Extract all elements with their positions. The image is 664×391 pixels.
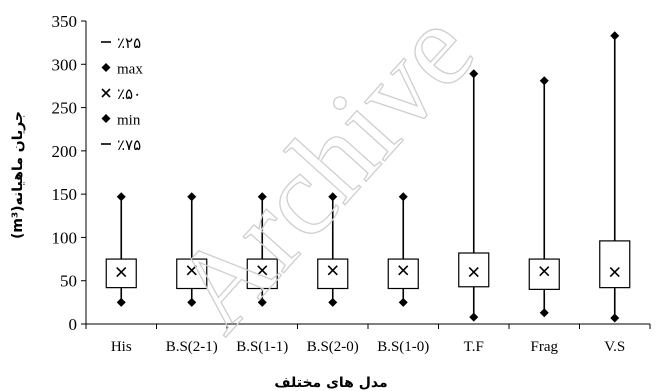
x-category-label: V.S [604, 339, 625, 355]
box-1 [176, 192, 208, 307]
legend-label: min [117, 113, 141, 129]
min-point [328, 297, 338, 307]
box-marks [105, 31, 631, 323]
legend-label: max [117, 62, 143, 78]
y-tick-label: 250 [52, 99, 78, 118]
y-tick-label: 0 [69, 315, 78, 334]
max-point [328, 192, 338, 202]
legend-label: ٪۷۵ [117, 138, 141, 154]
median-marker-stroke-b [539, 266, 550, 277]
x-category-label: B.S(1-1) [236, 339, 288, 355]
median-marker-stroke-b [468, 266, 479, 278]
legend-label: ٪۲۵ [117, 36, 141, 52]
iqr-box [105, 258, 137, 289]
box-0 [105, 192, 137, 307]
median-marker-stroke-b [186, 265, 197, 276]
x-category-label: B.S(2-1) [166, 339, 218, 355]
min-point [539, 308, 549, 318]
legend-diamond-marker [101, 63, 111, 72]
median-marker [539, 266, 550, 277]
x-tick-labels: His B.S(2-1) B.S(1-1) B.S(2-0) B.S(1-0) T.F Fr… [85, 324, 651, 355]
y-tick-labels: 0 50 100 150 200 250 300 350 [52, 12, 86, 334]
legend-item-3: min [101, 113, 141, 129]
y-tick-label: 150 [52, 185, 78, 204]
legend-item-0: ٪۲۵ [101, 36, 141, 52]
legend-item-2: ٪۵۰ [101, 87, 141, 103]
x-axis-title: مدل های مختلف [274, 375, 387, 391]
max-point [539, 76, 549, 86]
median-marker [468, 266, 479, 278]
box-2 [246, 192, 278, 307]
y-tick-label: 50 [60, 272, 77, 291]
box-3 [317, 192, 349, 307]
median-marker-stroke-b [257, 265, 268, 276]
max-point [116, 192, 126, 202]
median-marker-stroke-b [116, 266, 127, 278]
median-marker [257, 265, 268, 276]
y-axis-title: جریان ماهیانه(m³) [10, 111, 26, 239]
x-category-label: His [111, 339, 132, 355]
x-category-label: B.S(1-0) [377, 339, 429, 355]
median-marker-stroke-b [609, 266, 620, 278]
iqr-box [599, 240, 631, 289]
min-point [610, 313, 620, 323]
max-point [187, 192, 197, 202]
iqr-box [458, 252, 490, 288]
iqr-box [176, 258, 208, 290]
legend-item-1: max [101, 62, 143, 78]
box-7 [599, 31, 631, 323]
x-category-label: Frag [531, 339, 559, 355]
legend-diamond-marker [101, 114, 111, 123]
max-point [469, 69, 479, 79]
min-point [116, 297, 126, 307]
y-tick-label: 300 [52, 55, 78, 74]
legend-cross-marker-stroke-b [101, 88, 111, 98]
median-marker [186, 265, 197, 276]
iqr-box [528, 258, 560, 290]
min-point [469, 312, 479, 322]
legend-cross-marker [101, 88, 111, 98]
min-point [187, 297, 197, 307]
min-point [257, 297, 267, 307]
watermark: Archive [147, 0, 499, 355]
median-marker-stroke-b [398, 265, 409, 276]
median-marker [609, 266, 620, 278]
iqr-box [246, 258, 278, 290]
y-tick-label: 350 [52, 12, 78, 31]
x-category-label: B.S(2-0) [307, 339, 359, 355]
legend-label: ٪۵۰ [117, 87, 141, 103]
max-point [610, 31, 620, 41]
iqr-box [387, 258, 419, 290]
y-tick-label: 100 [52, 228, 78, 247]
min-point [398, 297, 408, 307]
box-6 [528, 76, 560, 318]
median-marker [398, 265, 409, 276]
box-4 [387, 192, 419, 307]
max-point [398, 192, 408, 202]
max-point [257, 192, 267, 202]
median-marker [327, 265, 338, 276]
median-marker-stroke-b [327, 265, 338, 276]
x-category-label: T.F [464, 339, 484, 355]
iqr-box [317, 258, 349, 290]
median-marker [116, 266, 127, 278]
box-5 [458, 69, 490, 322]
y-tick-label: 200 [52, 142, 78, 161]
legend-item-4: ٪۷۵ [101, 138, 141, 154]
legend: ٪۲۵ max ٪۵۰ min ٪۷۵ [101, 36, 143, 154]
